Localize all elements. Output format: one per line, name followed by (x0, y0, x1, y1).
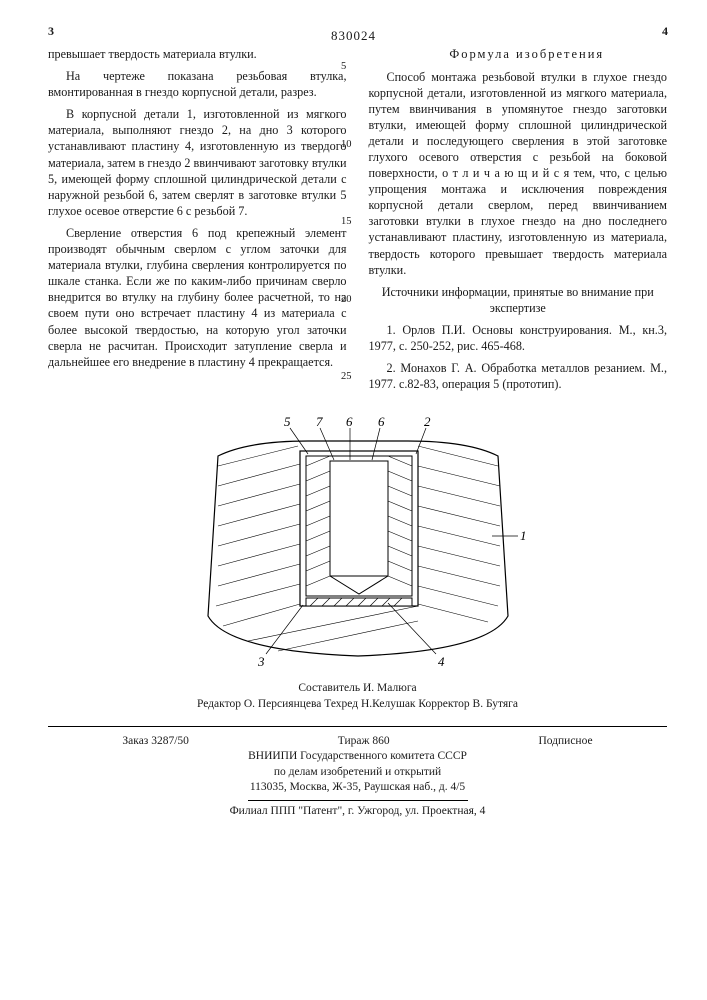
subscription: Подписное (538, 735, 592, 747)
line-number: 20 (341, 295, 352, 306)
credits-block: Составитель И. Малюга Редактор О. Персия… (48, 681, 667, 712)
line-number: 10 (341, 140, 352, 151)
page: 830024 3 4 5 10 15 20 25 превышает тверд… (0, 0, 707, 1000)
order-line: Заказ 3287/50 Тираж 860 Подписное (48, 735, 667, 747)
figure-label-5: 5 (284, 416, 291, 429)
paragraph: На чертеже показана резьбовая втулка, вм… (48, 68, 347, 100)
figure-label-2: 2 (424, 416, 431, 429)
committee-line: по делам изобретений и открытий (48, 765, 667, 781)
short-divider (248, 800, 468, 801)
source-entry: 1. Орлов П.И. Основы конструирования. М.… (369, 322, 668, 354)
paragraph: превышает твердость материала втулки. (48, 46, 347, 62)
text-columns: превышает твердость материала втулки. На… (48, 46, 667, 398)
left-column: превышает твердость материала втулки. На… (48, 46, 347, 398)
figure: 5 7 6 6 2 1 3 4 (48, 416, 667, 681)
sources-title: Источники информации, принятые во вниман… (369, 284, 668, 316)
formula-title: Формула изобретения (369, 46, 668, 63)
col-left-number: 3 (48, 24, 54, 39)
figure-label-3: 3 (257, 654, 265, 669)
line-number: 25 (341, 372, 352, 383)
compiler-line: Составитель И. Малюга (48, 681, 667, 697)
footer-line: Филиал ППП "Патент", г. Ужгород, ул. Про… (48, 805, 667, 817)
line-number: 15 (341, 217, 352, 228)
committee-block: ВНИИПИ Государственного комитета СССР по… (48, 749, 667, 796)
source-entry: 2. Монахов Г. А. Обработка металлов реза… (369, 360, 668, 392)
print-run: Тираж 860 (338, 735, 390, 747)
paragraph: В корпусной детали 1, изготовленной из м… (48, 106, 347, 219)
figure-label-4: 4 (438, 654, 445, 669)
order-number: Заказ 3287/50 (122, 735, 189, 747)
right-column: Формула изобретения Способ монтажа резьб… (369, 46, 668, 398)
paragraph: Способ монтажа резьбовой втулки в глухое… (369, 69, 668, 278)
paragraph: Сверление отверстия 6 под крепежный элем… (48, 225, 347, 370)
margin-line-numbers: 5 10 15 20 25 (341, 62, 352, 450)
divider (48, 726, 667, 727)
column-headers: 3 4 (48, 24, 668, 39)
figure-label-6b: 6 (378, 416, 385, 429)
editor-line: Редактор О. Персиянцева Техред Н.Келушак… (48, 697, 667, 713)
figure-label-1: 1 (520, 528, 527, 543)
cross-section-diagram: 5 7 6 6 2 1 3 4 (188, 416, 528, 676)
committee-line: 113035, Москва, Ж-35, Раушская наб., д. … (48, 780, 667, 796)
col-right-number: 4 (662, 24, 668, 39)
figure-label-7: 7 (316, 416, 323, 429)
committee-line: ВНИИПИ Государственного комитета СССР (48, 749, 667, 765)
line-number: 5 (341, 62, 352, 73)
